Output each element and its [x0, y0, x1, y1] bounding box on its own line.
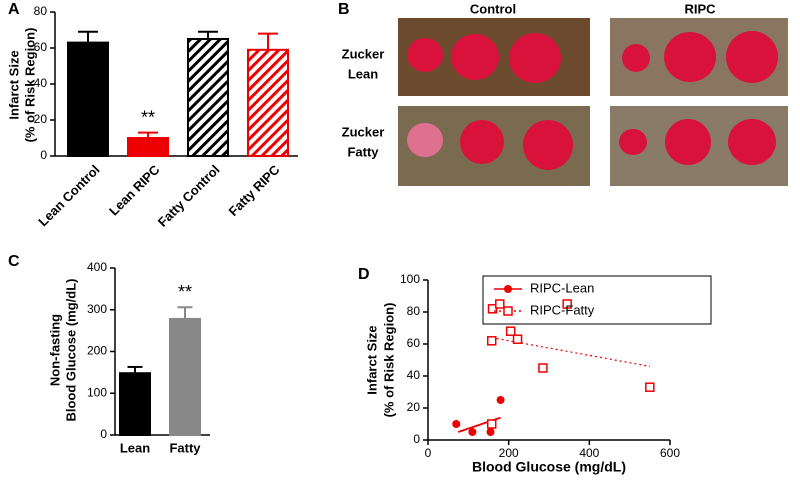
x-tick-label: Fatty	[169, 440, 201, 455]
column-label: RIPC	[684, 1, 716, 16]
column-label: Control	[470, 1, 516, 16]
y-tick-label: 100	[400, 272, 420, 286]
x-tick-label: Lean	[120, 440, 150, 455]
y-tick-label: 100	[87, 385, 107, 399]
heart-slices	[407, 31, 778, 170]
bar	[67, 41, 109, 157]
y-axis-label: Infarct Size	[6, 50, 21, 119]
x-tick-label: 600	[660, 446, 680, 460]
point	[486, 419, 497, 429]
bar	[169, 317, 201, 436]
point	[487, 304, 498, 314]
bar	[119, 372, 151, 436]
y-tick-label: 0	[100, 427, 107, 441]
point	[495, 299, 505, 309]
x-tick-label: Fatty Control	[155, 162, 223, 230]
point	[512, 334, 523, 344]
y-axis-label: Infarct Size	[364, 325, 379, 394]
legend-label: RIPC-Lean	[530, 280, 594, 295]
y-tick-label: 40	[407, 368, 421, 382]
y-tick-label: 80	[34, 4, 48, 18]
point	[538, 363, 548, 373]
y-axis-label: (% of Risk Region)	[381, 303, 396, 418]
x-axis-label: Blood Glucose (mg/dL)	[472, 459, 626, 475]
point	[505, 326, 516, 336]
y-tick-label: 20	[34, 112, 48, 126]
row-label: Lean	[348, 66, 378, 81]
panel-letter: A	[8, 1, 20, 18]
point	[468, 428, 477, 436]
row-label: Zucker	[342, 124, 385, 139]
y-tick-label: 60	[407, 336, 421, 350]
row-label: Fatty	[347, 144, 379, 159]
y-tick-label: 200	[87, 344, 107, 358]
point	[486, 428, 495, 436]
annotation: **	[141, 107, 155, 127]
legend-box	[482, 275, 712, 325]
y-tick-label: 60	[34, 40, 48, 54]
panel-letter: D	[358, 266, 370, 283]
y-axis-label: Non-fasting	[47, 314, 62, 386]
y-tick-label: 20	[407, 400, 421, 414]
y-tick-label: 80	[407, 304, 421, 318]
legend-marker	[504, 285, 512, 293]
bar	[187, 38, 229, 157]
x-tick-label: 400	[579, 446, 599, 460]
y-tick-label: 40	[34, 76, 48, 90]
legend-label: RIPC-Fatty	[530, 302, 595, 317]
x-tick-label: 0	[425, 446, 432, 460]
x-tick-label: Lean RIPC	[106, 162, 163, 219]
bar	[127, 137, 169, 157]
panel-letter: C	[8, 253, 20, 270]
y-tick-label: 400	[87, 260, 107, 274]
point	[562, 299, 572, 309]
point	[496, 396, 505, 404]
panel-b-images	[398, 18, 788, 186]
x-tick-label: 200	[499, 446, 519, 460]
y-tick-label: 300	[87, 302, 107, 316]
y-tick-label: 0	[413, 432, 420, 446]
bar	[247, 48, 289, 157]
point	[452, 420, 461, 428]
row-label: Zucker	[342, 46, 385, 61]
panel-letter: B	[338, 1, 350, 18]
point	[486, 336, 497, 346]
y-tick-label: 0	[40, 148, 47, 162]
legend-marker	[503, 306, 513, 316]
point	[645, 382, 655, 392]
x-tick-label: Fatty RIPC	[225, 162, 283, 220]
x-tick-label: Lean Control	[35, 162, 102, 229]
y-axis-label: (% of Risk Region)	[22, 28, 37, 143]
y-axis-label: Blood Glucose (mg/dL)	[63, 279, 78, 422]
annotation: **	[178, 282, 192, 302]
